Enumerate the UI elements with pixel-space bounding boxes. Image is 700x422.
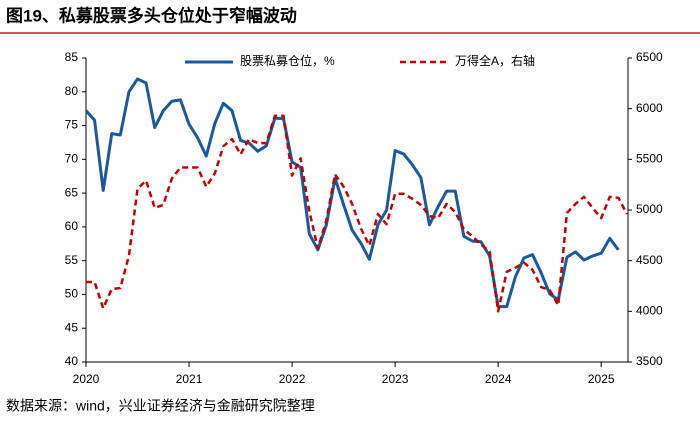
y-tick-label: 80 xyxy=(65,84,79,98)
y-tick-label: 70 xyxy=(65,152,79,166)
y-tick-label: 45 xyxy=(65,320,79,334)
x-tick-label: 2022 xyxy=(279,372,306,386)
y2-tick-label: 5500 xyxy=(636,152,663,166)
source-note: 数据来源：wind，兴业证券经济与金融研究院整理 xyxy=(6,398,315,414)
y2-tick-label: 5000 xyxy=(636,202,663,216)
series-line xyxy=(84,77,620,309)
y-tick-label: 50 xyxy=(65,287,79,301)
x-tick-label: 2023 xyxy=(382,372,409,386)
y-tick-label: 55 xyxy=(65,253,79,267)
x-tick-label: 2025 xyxy=(588,372,615,386)
legend-label: 万得全A，右轴 xyxy=(455,53,535,68)
y2-tick-label: 6000 xyxy=(636,101,663,115)
x-tick-label: 2024 xyxy=(485,372,512,386)
x-tick-label: 2020 xyxy=(73,372,100,386)
y2-tick-label: 3500 xyxy=(636,354,663,368)
series-line xyxy=(86,114,629,313)
y-tick-label: 75 xyxy=(65,118,79,132)
chart-title: 图19、私募股票多头仓位处于窄幅波动 xyxy=(6,5,297,25)
y2-tick-label: 4500 xyxy=(636,253,663,267)
legend-label: 股票私募仓位，% xyxy=(240,53,335,68)
y-tick-label: 40 xyxy=(65,354,79,368)
y2-tick-label: 6500 xyxy=(636,50,663,64)
x-tick-label: 2021 xyxy=(176,372,203,386)
y2-tick-label: 4000 xyxy=(636,304,663,318)
y-tick-label: 85 xyxy=(65,50,79,64)
y-tick-label: 60 xyxy=(65,219,79,233)
y-tick-label: 65 xyxy=(65,185,79,199)
